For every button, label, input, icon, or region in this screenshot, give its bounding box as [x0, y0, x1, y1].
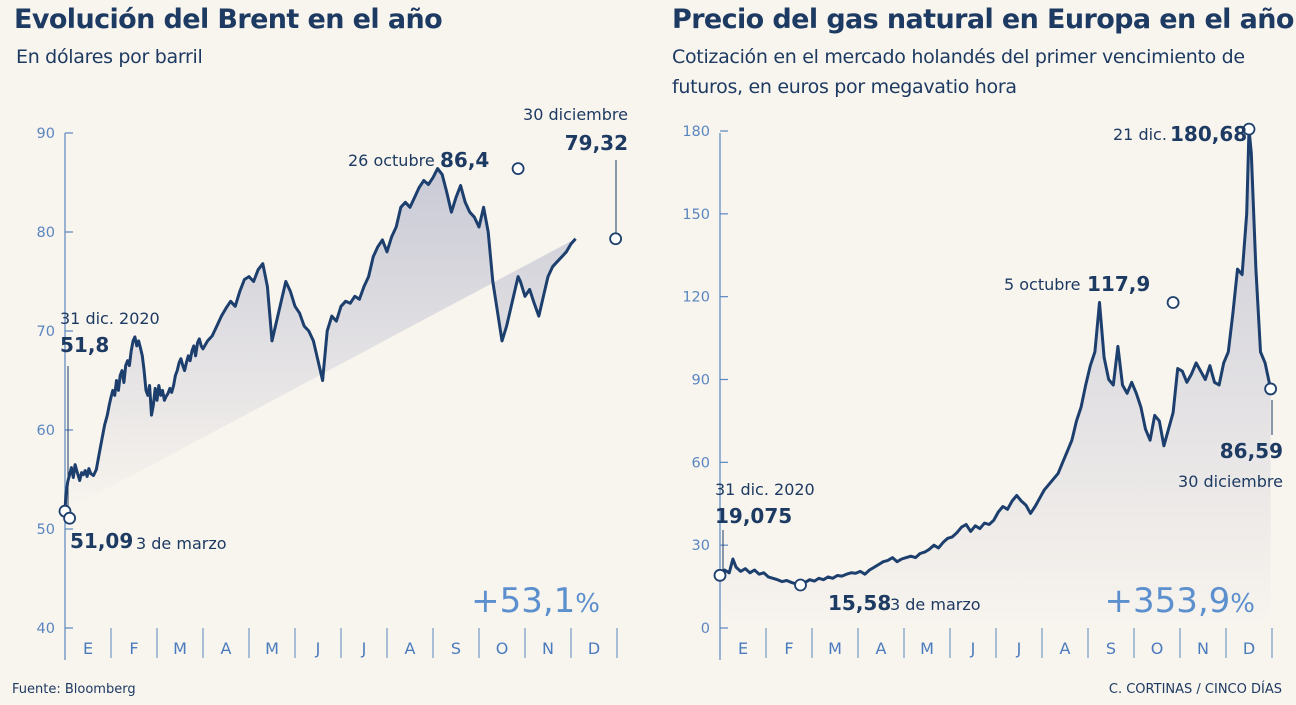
brent-min-date: 3 de marzo: [136, 534, 227, 553]
gas-area: [720, 129, 1271, 628]
credit-footer: C. CORTINAS / CINCO DÍAS: [1108, 682, 1282, 697]
g-point-marker: [1264, 382, 1278, 396]
g-month-label: E: [738, 639, 748, 658]
g-ytick-label: 60: [692, 455, 710, 471]
gas-markers: [713, 122, 1278, 592]
gas-peak-date: 21 dic.: [1113, 125, 1167, 144]
g-month-label: M: [920, 639, 934, 658]
gas-end-value: 86,59: [1220, 439, 1283, 463]
g-point-marker: [1242, 122, 1256, 136]
gas-oct-date: 5 octubre: [1004, 275, 1081, 294]
g-ytick-label: 120: [682, 290, 710, 306]
brent-change: +53,1%: [471, 581, 600, 621]
b-month-label: J: [315, 639, 321, 658]
g-point-marker: [713, 568, 727, 582]
b-month-label: D: [588, 639, 600, 658]
gas-start-value: 19,075: [715, 504, 792, 528]
gas-y-ticks: 0 30 60 90 120 150 180: [682, 124, 728, 637]
gas-chart-subtitle: Cotización en el mercado holandés del pr…: [672, 46, 1245, 98]
gas-change: +353,9%: [1104, 581, 1255, 621]
brent-chart-title: Evolución del Brent en el año: [14, 4, 443, 35]
gas-start-date: 31 dic. 2020: [715, 480, 815, 499]
brent-chart: 40 50 60 70 80 90 E F M A M J J A S O N D 31 dic. 2020 5…: [37, 105, 628, 660]
b-month-label: A: [405, 639, 416, 658]
b-ytick-label: 90: [37, 126, 55, 142]
b-month-label: M: [173, 639, 187, 658]
gas-peak-value: 180,68: [1170, 122, 1247, 146]
g-month-label: J: [970, 639, 976, 658]
g-point-marker: [794, 578, 807, 592]
b-point-marker: [63, 511, 76, 525]
g-ytick-label: 180: [682, 124, 710, 140]
gas-chart-title: Precio del gas natural en Europa en el a…: [672, 4, 1294, 35]
b-ytick-label: 70: [37, 324, 55, 340]
g-month-label: O: [1151, 639, 1164, 658]
b-point-marker: [511, 162, 525, 176]
b-month-label: S: [451, 639, 461, 658]
g-ytick-label: 0: [701, 621, 710, 637]
g-point-marker: [1166, 296, 1180, 309]
g-month-label: F: [784, 639, 793, 658]
g-ytick-label: 150: [682, 207, 710, 223]
b-point-marker: [609, 232, 623, 246]
g-month-label: A: [1060, 639, 1071, 658]
b-month-label: M: [265, 639, 279, 658]
gas-series-line: [718, 127, 1273, 587]
b-ytick-label: 50: [37, 522, 55, 538]
b-month-label: E: [83, 639, 93, 658]
brent-change-number: +53,1: [471, 581, 575, 621]
gas-min-value: 15,58: [828, 591, 891, 615]
brent-series-line: [63, 167, 577, 512]
brent-start-date: 31 dic. 2020: [60, 309, 160, 328]
g-month-label: M: [828, 639, 842, 658]
source-footer: Fuente: Bloomberg: [12, 682, 136, 697]
b-month-label: A: [221, 639, 232, 658]
b-month-label: F: [129, 639, 138, 658]
brent-min-value: 51,09: [70, 529, 133, 553]
g-month-label: J: [1016, 639, 1022, 658]
brent-end-date: 30 diciembre: [523, 105, 628, 124]
brent-end-value: 79,32: [565, 131, 628, 155]
gas-chart: 0 30 60 90 120 150 180 E F M A M J J A S O N D 31 dic. 20…: [682, 122, 1283, 660]
g-ytick-label: 90: [692, 373, 710, 389]
b-month-label: N: [542, 639, 554, 658]
b-month-label: J: [361, 639, 367, 658]
brent-chart-subtitle: En dólares por barril: [16, 46, 203, 68]
b-month-label: O: [496, 639, 509, 658]
brent-y-ticks: 40 50 60 70 80 90: [37, 126, 73, 637]
b-ytick-label: 80: [37, 225, 55, 241]
brent-peak-date: 26 octubre: [348, 151, 435, 170]
gas-oct-value: 117,9: [1087, 272, 1150, 296]
g-month-label: D: [1243, 639, 1255, 658]
brent-peak-value: 86,4: [440, 148, 489, 172]
gas-min-date: 3 de marzo: [890, 595, 981, 614]
brent-change-suffix: %: [575, 589, 600, 619]
gas-change-number: +353,9: [1104, 581, 1230, 621]
g-month-label: N: [1197, 639, 1209, 658]
b-ytick-label: 40: [37, 621, 55, 637]
g-month-label: A: [876, 639, 887, 658]
brent-markers: [58, 162, 623, 525]
g-ytick-label: 30: [692, 538, 710, 554]
g-month-label: S: [1106, 639, 1116, 658]
gas-change-suffix: %: [1230, 589, 1255, 619]
brent-start-value: 51,8: [60, 333, 109, 357]
b-ytick-label: 60: [37, 423, 55, 439]
brent-area: [65, 168, 576, 512]
gas-end-date: 30 diciembre: [1178, 472, 1283, 491]
